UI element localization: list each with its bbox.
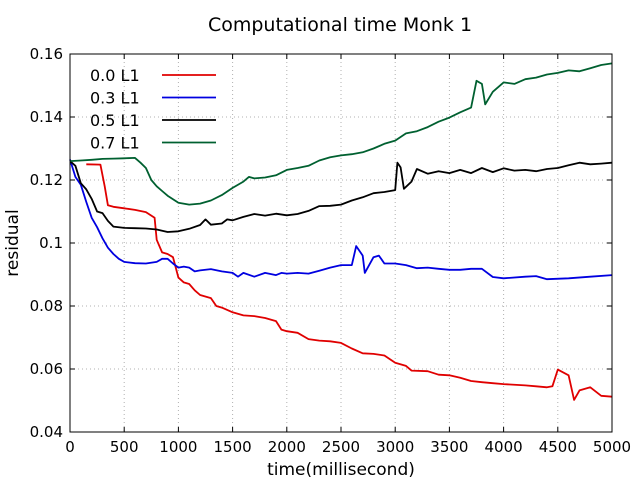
series-line-2 [69,160,613,233]
y-tick-label: 0.08 [30,297,63,315]
grid [69,53,613,433]
series-line-1 [69,159,613,281]
legend-label-3: 0.7 L1 [90,134,140,153]
y-tick-label: 0.12 [30,171,63,189]
y-tick-label: 0.06 [30,360,63,378]
legend-label-1: 0.3 L1 [90,89,140,108]
x-tick-label: 2500 [322,438,360,456]
x-tick-label: 4500 [539,438,577,456]
x-tick-label: 1000 [159,438,197,456]
chart-title: Computational time Monk 1 [208,14,472,36]
y-tick-label: 0.16 [30,45,63,63]
x-tick-label: 2000 [268,438,306,456]
legend-label-2: 0.5 L1 [90,111,140,130]
x-tick-label: 500 [110,438,139,456]
series-line-3 [69,62,613,206]
series-line-0 [86,163,613,401]
y-tick-label: 0.14 [30,108,63,126]
x-axis-label: time(millisecond) [267,460,415,480]
legend: 0.0 L1 0.3 L1 0.5 L1 0.7 L1 [90,66,216,153]
x-tick-label: 4000 [485,438,523,456]
x-tick-label: 3500 [430,438,468,456]
y-tick-label: 0.04 [30,423,63,441]
plot-series [69,62,613,401]
y-axis-label: residual [3,209,23,276]
x-tick-label: 3000 [376,438,414,456]
x-tick-label: 1500 [214,438,252,456]
y-tick-label: 0.1 [39,234,63,252]
axis-ticks: 0 500 1000 1500 2000 2500 3000 3500 4000 4500 5000… [30,45,632,456]
x-tick-label: 0 [65,438,75,456]
x-tick-label: 5000 [593,438,631,456]
legend-label-0: 0.0 L1 [90,66,140,85]
